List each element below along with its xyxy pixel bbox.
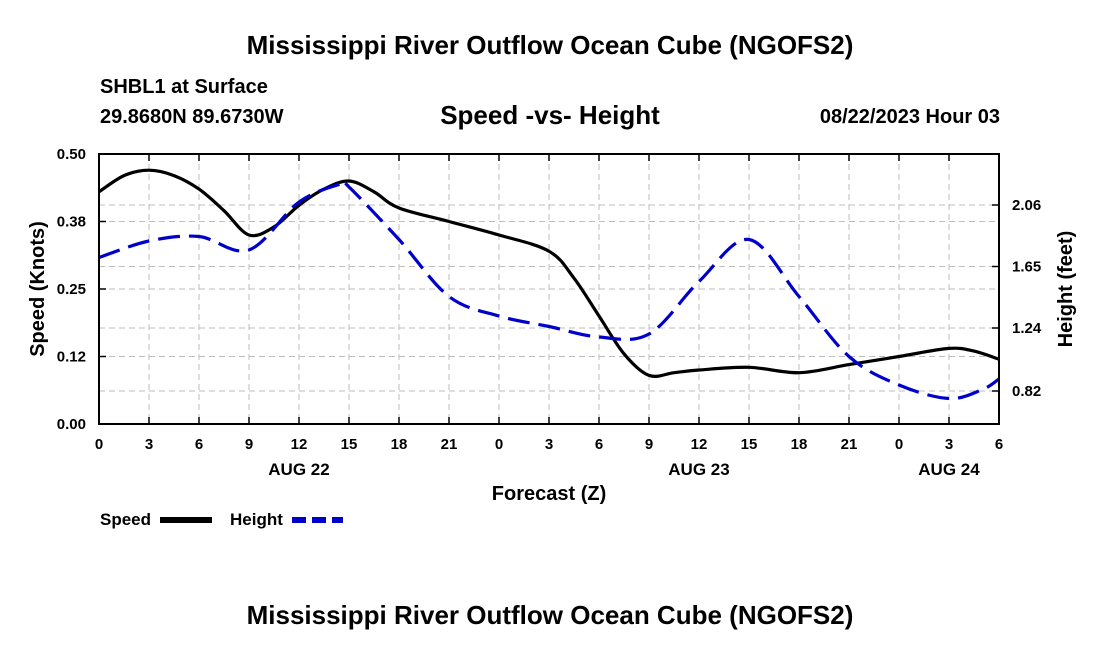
y-tick-label: 0.38 [57, 214, 86, 231]
x-day-label: AUG 22 [268, 460, 329, 479]
station-coords: 29.8680N 89.6730W [100, 106, 284, 128]
series-line-speed [98, 168, 1000, 379]
page-title: Mississippi River Outflow Ocean Cube (NG… [246, 30, 854, 60]
chart-series [98, 168, 1000, 401]
x-tick-label: 21 [441, 436, 458, 453]
y2-axis-label: Height (feet) [1055, 231, 1077, 348]
x-tick-label: 0 [495, 436, 503, 453]
x-tick-label: 15 [341, 436, 358, 453]
y2-tick-label: 0.82 [1012, 383, 1041, 400]
station-name: SHBL1 at Surface [100, 76, 268, 98]
x-tick-label: 21 [841, 436, 858, 453]
x-tick-label: 15 [741, 436, 758, 453]
x-day-label: AUG 23 [668, 460, 729, 479]
y-axis-label: Speed (Knots) [27, 221, 49, 357]
legend-label-speed: Speed [100, 510, 151, 529]
y-tick-label: 0.50 [57, 146, 86, 163]
x-tick-label: 6 [195, 436, 203, 453]
chart-axes: 0 3 6 9 12 15 18 21 0 3 6 9 12 15 18 21 0 3 6 AUG 22 AUG 23 A… [57, 146, 1042, 479]
x-tick-label: 12 [291, 436, 308, 453]
y2-tick-label: 1.24 [1012, 320, 1042, 337]
speed-height-chart: Speed -vs- Height 0 3 6 9 12 15 18 21 0 3 6 9 12 15 18… [27, 100, 1077, 529]
x-tick-label: 6 [595, 436, 603, 453]
series-line-height [98, 179, 1000, 401]
legend-label-height: Height [230, 510, 283, 529]
x-tick-label: 18 [391, 436, 408, 453]
chart-legend: Speed Height [100, 510, 343, 529]
page-title-repeat: Mississippi River Outflow Ocean Cube (NG… [246, 600, 854, 630]
x-tick-label: 18 [791, 436, 808, 453]
x-tick-label: 9 [645, 436, 653, 453]
x-tick-label: 12 [691, 436, 708, 453]
chart-grid [99, 154, 999, 424]
x-tick-label: 3 [945, 436, 953, 453]
x-day-label: AUG 24 [918, 460, 980, 479]
forecast-timestamp: 08/22/2023 Hour 03 [819, 106, 1000, 128]
x-tick-label: 0 [895, 436, 903, 453]
y-tick-label: 0.12 [57, 349, 86, 366]
y-tick-label: 0.25 [57, 281, 86, 298]
y-tick-label: 0.00 [57, 416, 86, 433]
x-axis-label: Forecast (Z) [492, 483, 606, 505]
x-tick-label: 9 [245, 436, 253, 453]
chart-title: Speed -vs- Height [440, 100, 660, 130]
y2-tick-label: 1.65 [1012, 259, 1041, 276]
x-tick-label: 3 [545, 436, 553, 453]
x-tick-label: 6 [995, 436, 1003, 453]
x-tick-label: 3 [145, 436, 153, 453]
x-tick-label: 0 [95, 436, 103, 453]
y2-tick-label: 2.06 [1012, 197, 1041, 214]
